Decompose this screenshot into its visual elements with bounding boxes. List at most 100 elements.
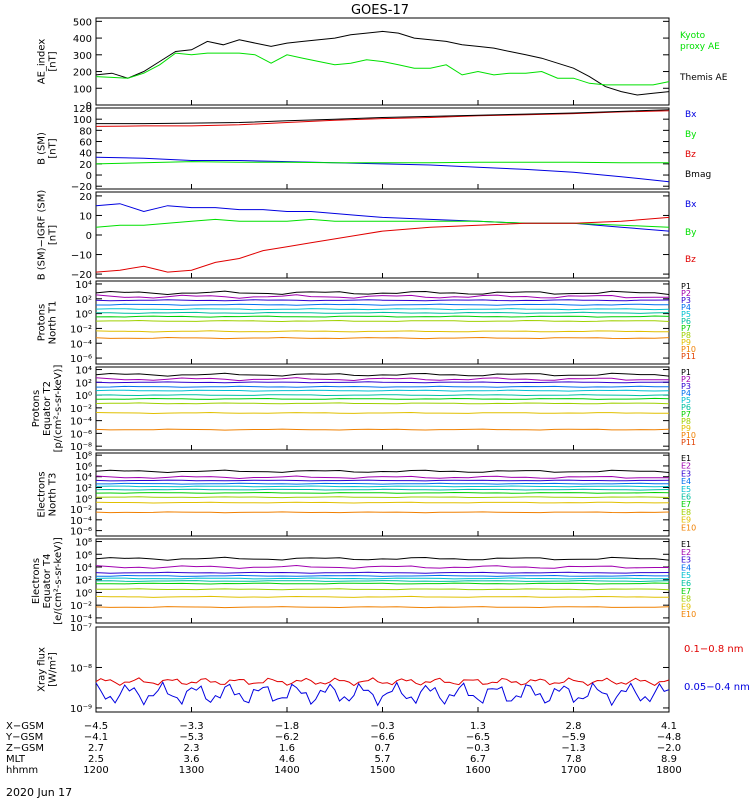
level-line-8 bbox=[95, 595, 670, 598]
level-line-5 bbox=[95, 311, 670, 314]
legend-entry: Themis AE bbox=[679, 73, 728, 83]
x-row-label: Y−GSM bbox=[5, 732, 43, 743]
legend-entry: P9 bbox=[681, 424, 691, 433]
level-line-6 bbox=[95, 582, 670, 585]
series-line-1 bbox=[95, 52, 670, 86]
x-row-label: MLT bbox=[6, 754, 26, 765]
y-tick-label: 10² bbox=[75, 378, 92, 389]
level-line-4 bbox=[95, 485, 670, 488]
legend-entry: By bbox=[685, 130, 697, 140]
x-row-value: 2.7 bbox=[88, 743, 104, 754]
y-tick-label: 0 bbox=[86, 171, 92, 182]
legend-entry: E6 bbox=[681, 493, 691, 502]
legend-entry: E8 bbox=[681, 508, 691, 517]
panel-2: B (SM)−IGRF (SM) [nT] 20 10 0 −10 −20 Bx By Bz bbox=[37, 190, 698, 281]
level-line-3 bbox=[96, 482, 669, 485]
legend-entry: Bz bbox=[685, 255, 696, 265]
y-tick-label: 10⁻⁹ bbox=[70, 704, 92, 715]
level-line-4 bbox=[95, 308, 670, 311]
x-row-value: 2.3 bbox=[184, 743, 200, 754]
y-tick-label: 10² bbox=[75, 295, 92, 306]
y-axis-label: Electrons bbox=[37, 471, 48, 517]
legend-entry: Kyoto bbox=[680, 31, 706, 41]
y-axis-label: [e/(cm²-s-sr-keV)] bbox=[53, 537, 64, 625]
level-line-2 bbox=[95, 381, 670, 384]
legend-entry: E2 bbox=[681, 462, 691, 471]
y-tick-label: −20 bbox=[71, 182, 92, 193]
y-tick-label: 10⁴ bbox=[75, 280, 92, 291]
y-axis-label: [nT] bbox=[48, 225, 59, 245]
legend-entry: P10 bbox=[681, 431, 696, 440]
x-row-value: 3.6 bbox=[184, 754, 200, 765]
legend-entry: P5 bbox=[681, 396, 691, 405]
panel-6: Electrons Equator T4 [e/(cm²-s-sr-keV)] 10⁸… bbox=[31, 537, 696, 625]
panel-4: Protons Equator T2 [p/(cm²-s-sr-keV)] 10⁴10… bbox=[31, 365, 696, 454]
legend-entry: Bmag bbox=[685, 170, 711, 180]
y-tick-label: 100 bbox=[73, 115, 92, 126]
x-row-value: 4.6 bbox=[279, 754, 295, 765]
legend-entry: E2 bbox=[681, 548, 691, 557]
legend-entry: P8 bbox=[681, 331, 691, 340]
y-tick-label: 10⁻⁶ bbox=[70, 429, 92, 440]
y-tick-label: 10⁸ bbox=[75, 538, 92, 549]
legend-entry: E5 bbox=[681, 485, 691, 494]
y-axis-label: B (SM) bbox=[37, 132, 48, 165]
y-tick-label: 10⁻⁸ bbox=[70, 663, 92, 674]
y-tick-label: 10⁸ bbox=[75, 451, 92, 462]
y-tick-label: 80 bbox=[79, 126, 92, 137]
y-tick-label: 10⁶ bbox=[75, 462, 92, 473]
x-row-value: 1200 bbox=[83, 765, 108, 776]
series-line-0 bbox=[95, 203, 670, 232]
x-row-value: 6.7 bbox=[470, 754, 486, 765]
y-tick-label: 10² bbox=[75, 576, 92, 587]
x-row-value: −0.3 bbox=[370, 721, 394, 732]
legend-entry: P4 bbox=[681, 303, 691, 312]
y-axis-label: [nT] bbox=[48, 138, 59, 158]
x-row-value: 1600 bbox=[465, 765, 490, 776]
level-line-6 bbox=[95, 491, 670, 494]
level-line-1 bbox=[95, 681, 670, 707]
y-tick-label: 10⁻² bbox=[70, 404, 92, 415]
level-line-3 bbox=[96, 303, 669, 306]
legend-entry: P1 bbox=[681, 282, 691, 291]
y-tick-label: 0 bbox=[86, 231, 92, 242]
level-line-0 bbox=[95, 677, 670, 687]
x-row-value: −0.3 bbox=[466, 743, 490, 754]
x-row-value: 1300 bbox=[179, 765, 204, 776]
level-line-9 bbox=[95, 428, 670, 431]
level-line-2 bbox=[95, 571, 670, 574]
y-tick-label: 60 bbox=[79, 138, 92, 149]
legend-entry: P2 bbox=[681, 289, 691, 298]
legend-entry: Bx bbox=[685, 200, 697, 210]
panel-frame bbox=[95, 191, 670, 279]
x-row-value: −6.2 bbox=[275, 732, 299, 743]
legend-entry: E3 bbox=[681, 556, 691, 565]
legend-entry: P11 bbox=[681, 352, 696, 361]
y-tick-label: 10⁻⁷ bbox=[70, 623, 92, 634]
x-row-value: −4.5 bbox=[84, 721, 108, 732]
x-row-value: −1.8 bbox=[275, 721, 299, 732]
legend-entry: E4 bbox=[681, 563, 691, 572]
x-row-value: 1800 bbox=[656, 765, 681, 776]
y-axis-label: Electrons bbox=[31, 558, 42, 604]
y-tick-label: 100 bbox=[73, 84, 92, 95]
panel-frame bbox=[95, 626, 670, 713]
level-line-1 bbox=[95, 564, 669, 569]
legend-entry: P9 bbox=[681, 338, 691, 347]
y-axis-label: Xray flux bbox=[37, 647, 48, 692]
level-line-4 bbox=[95, 577, 670, 580]
x-row-value: 0.7 bbox=[375, 743, 391, 754]
y-axis-label: Protons bbox=[37, 304, 48, 341]
y-tick-label: 40 bbox=[79, 149, 92, 160]
y-tick-label: 10⁶ bbox=[75, 550, 92, 561]
chart-title: GOES-17 bbox=[351, 3, 409, 18]
x-row-value: −1.3 bbox=[561, 743, 585, 754]
level-line-8 bbox=[95, 411, 669, 415]
level-line-4 bbox=[95, 389, 670, 392]
level-line-2 bbox=[95, 479, 670, 482]
y-tick-label: 10⁻⁸ bbox=[70, 442, 92, 453]
y-tick-label: 10² bbox=[75, 483, 92, 494]
legend-entry: E7 bbox=[681, 500, 691, 509]
y-axis-label: Equator T2 bbox=[42, 381, 53, 436]
